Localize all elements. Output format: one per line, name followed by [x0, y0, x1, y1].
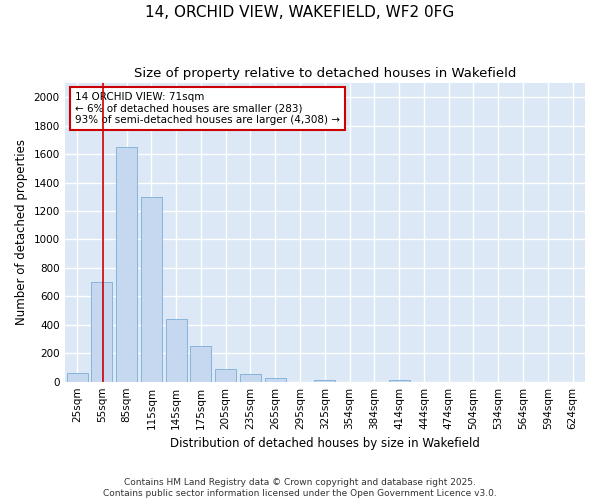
- Bar: [190, 346, 211, 382]
- Y-axis label: Number of detached properties: Number of detached properties: [15, 140, 28, 326]
- Bar: [265, 378, 286, 382]
- Bar: [116, 147, 137, 382]
- Text: 14 ORCHID VIEW: 71sqm
← 6% of detached houses are smaller (283)
93% of semi-deta: 14 ORCHID VIEW: 71sqm ← 6% of detached h…: [75, 92, 340, 125]
- Text: Contains HM Land Registry data © Crown copyright and database right 2025.
Contai: Contains HM Land Registry data © Crown c…: [103, 478, 497, 498]
- Bar: [141, 197, 162, 382]
- Bar: [91, 282, 112, 382]
- Bar: [240, 374, 261, 382]
- Bar: [166, 319, 187, 382]
- Bar: [389, 380, 410, 382]
- Title: Size of property relative to detached houses in Wakefield: Size of property relative to detached ho…: [134, 68, 516, 80]
- Bar: [314, 380, 335, 382]
- Text: 14, ORCHID VIEW, WAKEFIELD, WF2 0FG: 14, ORCHID VIEW, WAKEFIELD, WF2 0FG: [145, 5, 455, 20]
- Bar: [67, 373, 88, 382]
- X-axis label: Distribution of detached houses by size in Wakefield: Distribution of detached houses by size …: [170, 437, 480, 450]
- Bar: [215, 369, 236, 382]
